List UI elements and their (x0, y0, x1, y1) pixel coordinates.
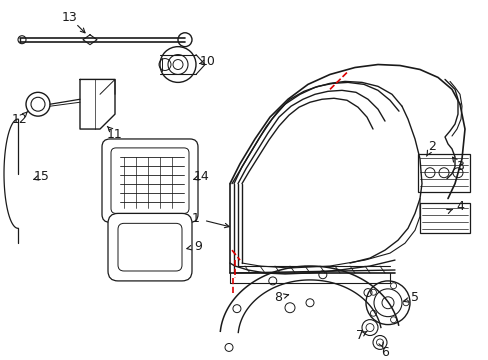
Text: 14: 14 (194, 170, 209, 183)
Text: 9: 9 (194, 240, 202, 253)
FancyBboxPatch shape (108, 213, 192, 281)
FancyBboxPatch shape (102, 139, 198, 222)
Text: 2: 2 (427, 140, 435, 153)
Text: 4: 4 (455, 200, 463, 213)
Text: 6: 6 (380, 346, 388, 359)
Text: 8: 8 (273, 291, 282, 304)
Text: 12: 12 (12, 113, 28, 126)
Text: 3: 3 (455, 160, 463, 173)
Text: 13: 13 (62, 12, 78, 24)
Text: 15: 15 (34, 170, 50, 183)
Bar (417, 154, 469, 192)
Text: 7: 7 (355, 329, 363, 342)
Text: 1: 1 (192, 212, 200, 225)
Text: 10: 10 (200, 55, 216, 68)
Text: 11: 11 (107, 127, 122, 140)
Bar (419, 203, 469, 233)
Text: 5: 5 (410, 291, 418, 304)
